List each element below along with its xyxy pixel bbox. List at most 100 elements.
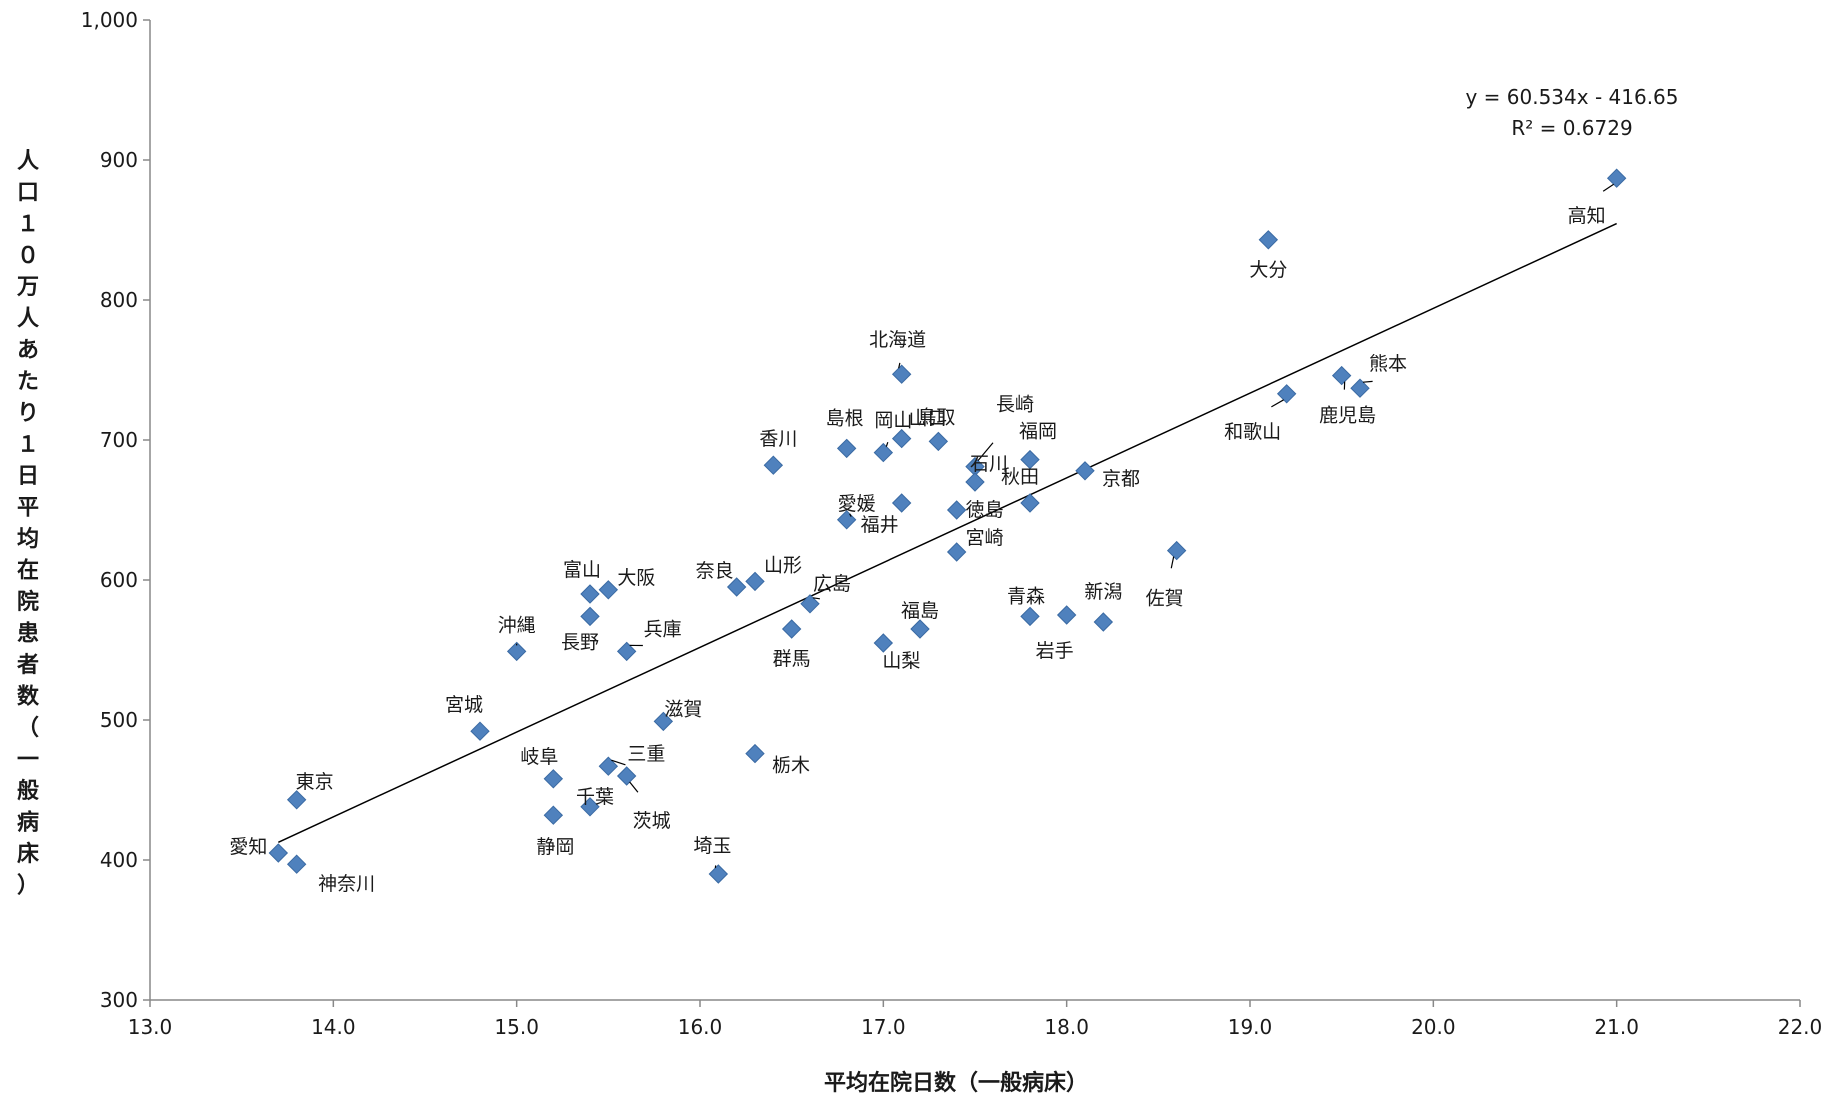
y-axis-title-char: 般 — [17, 778, 39, 804]
label-leader-line — [611, 759, 626, 766]
data-point-marker — [580, 606, 600, 627]
data-point-marker — [286, 854, 307, 874]
data-point-marker — [286, 790, 307, 810]
y-axis-title-char: 均 — [17, 526, 39, 552]
y-tick-label: 900 — [100, 148, 138, 172]
trendline-r2: R² = 0.6729 — [1511, 116, 1632, 140]
point-label: 茨城 — [633, 810, 671, 832]
data-point-marker — [1020, 449, 1040, 470]
point-label: 宮城 — [445, 694, 483, 716]
point-label: 兵庫 — [644, 618, 682, 640]
x-tick-label: 20.0 — [1411, 1015, 1456, 1039]
data-point-marker — [928, 431, 949, 452]
label-leader-line — [1362, 380, 1373, 383]
data-point-marker — [598, 580, 619, 600]
point-label: 群馬 — [773, 648, 811, 670]
data-point-marker — [800, 594, 820, 614]
data-point-marker — [1258, 230, 1279, 250]
data-point-marker — [873, 442, 894, 463]
label-leader-line — [885, 442, 889, 447]
point-label: 滋賀 — [664, 698, 702, 720]
data-point-marker — [965, 472, 985, 492]
label-leader-line — [977, 442, 994, 461]
data-point-marker — [1606, 168, 1627, 188]
data-point-marker — [708, 864, 729, 884]
x-axis-title: 平均在院日数（一般病床） — [824, 1070, 1088, 1096]
data-point-marker — [946, 500, 967, 520]
point-label: 長崎 — [996, 394, 1034, 416]
data-point-marker — [873, 633, 894, 653]
y-axis-title-char: り — [17, 401, 39, 426]
point-label: 栃木 — [772, 755, 810, 777]
data-point-marker — [506, 641, 527, 662]
y-axis-title-char: 一 — [17, 748, 39, 773]
data-point-marker — [910, 619, 930, 639]
point-label: 高知 — [1568, 205, 1606, 227]
y-axis-title-char: １ — [17, 433, 39, 458]
y-axis-title-char: 平 — [17, 496, 39, 521]
y-axis-title-char: 日 — [17, 464, 39, 489]
x-tick-label: 21.0 — [1594, 1015, 1639, 1039]
data-point-marker — [781, 619, 802, 639]
data-point-marker — [946, 542, 967, 562]
point-label: 東京 — [296, 771, 334, 793]
y-axis-title-char: ） — [17, 874, 39, 899]
y-axis-title-char: 人 — [17, 149, 39, 174]
point-label: 千葉 — [576, 786, 614, 808]
data-point-marker — [836, 510, 857, 530]
point-label: 徳島 — [966, 499, 1004, 521]
data-point-marker — [1166, 540, 1187, 561]
point-label: 佐賀 — [1146, 588, 1184, 610]
point-label: 富山 — [563, 559, 601, 581]
y-axis-title-char: 院 — [17, 589, 39, 615]
point-label: 埼玉 — [693, 835, 731, 857]
y-axis-title-char: 患 — [17, 621, 39, 647]
data-point-marker — [891, 428, 912, 449]
point-label: 京都 — [1102, 468, 1140, 490]
data-point-marker — [580, 584, 600, 604]
label-leader-line — [898, 362, 901, 369]
y-axis-title-char: ０ — [17, 244, 39, 269]
point-label: 熊本 — [1369, 353, 1407, 375]
point-label: 石川 — [970, 453, 1008, 475]
y-tick-label: 800 — [100, 288, 138, 312]
y-axis-title-char: 万 — [16, 275, 39, 300]
trendline-group — [278, 222, 1617, 843]
point-label: 山梨 — [882, 650, 920, 672]
data-point-marker — [1331, 365, 1352, 386]
point-label: 岩手 — [1036, 640, 1074, 662]
y-axis-title-char: た — [17, 370, 39, 395]
y-ticks: 300 400 500 600 700 800 900 1,000 — [81, 8, 150, 1012]
label-leader-line — [812, 597, 820, 600]
data-point-marker — [891, 493, 912, 513]
x-tick-label: 22.0 — [1778, 1015, 1823, 1039]
x-tick-label: 13.0 — [128, 1015, 173, 1039]
point-label: 三重 — [627, 743, 665, 765]
point-label: 山形 — [764, 554, 802, 576]
point-label: 島根 — [826, 407, 864, 429]
y-axis-title-char: 床 — [17, 841, 40, 867]
trendline-equation: y = 60.534x - 416.65 — [1465, 85, 1678, 109]
x-tick-label: 15.0 — [494, 1015, 539, 1039]
point-label: 新潟 — [1084, 581, 1122, 603]
label-leader-line — [1170, 556, 1175, 569]
point-label: 岡山 — [874, 410, 912, 432]
x-tick-label: 16.0 — [678, 1015, 723, 1039]
data-point-marker — [1075, 461, 1095, 481]
point-label: 大分 — [1249, 259, 1287, 281]
y-tick-label: 500 — [100, 708, 138, 732]
label-leader-line — [629, 781, 639, 793]
y-axis-title-char: 在 — [17, 558, 39, 584]
data-point-marker — [616, 766, 637, 786]
data-point-marker — [543, 805, 564, 825]
point-label: 愛知 — [229, 836, 267, 858]
y-axis-title-char: 口 — [17, 181, 39, 206]
x-tick-label: 19.0 — [1228, 1015, 1273, 1039]
y-axis-title-char: （ — [17, 716, 39, 741]
point-label: 奈良 — [696, 560, 734, 582]
y-tick-label: 300 — [100, 988, 138, 1012]
point-label: 福島 — [901, 600, 939, 622]
data-point-marker — [745, 743, 765, 764]
